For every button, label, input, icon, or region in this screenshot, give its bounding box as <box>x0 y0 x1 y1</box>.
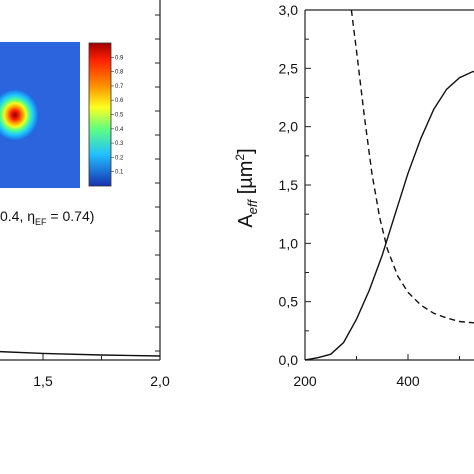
inset-heatmap: 0.9 0.8 0.7 0.6 0.5 0.4 0.3 0.2 0.1 <box>0 42 124 188</box>
right-y-tick-label: 2,5 <box>279 60 299 76</box>
right-plot: 0,0 0,5 1,0 1,5 2,0 2,5 3,0 200 400 Aeff [µm2] <box>233 2 474 389</box>
right-y-tick-label: 0,5 <box>279 294 299 310</box>
right-y-tick-label: 2,0 <box>279 119 299 135</box>
left-plot: 1,5 2,0 0.9 0.8 0.7 0.6 0.5 0.4 0.3 0.2 0.1 0.4, … <box>0 0 170 389</box>
left-annotation: 0.4, ηEF = 0.74) <box>0 208 94 227</box>
colorbar-tick-label: 0.3 <box>115 141 124 147</box>
right-x-ticks: 200 400 <box>293 354 460 389</box>
left-axis-ticks <box>155 14 160 352</box>
right-y-axis-label: Aeff [µm2] <box>233 148 260 227</box>
left-x-ticks: 1,5 2,0 <box>33 354 170 389</box>
right-y-tick-label: 0,0 <box>279 352 299 368</box>
left-series-line <box>0 350 161 357</box>
right-series-solid <box>304 70 474 361</box>
colorbar-labels: 0.9 0.8 0.7 0.6 0.5 0.4 0.3 0.2 0.1 <box>111 55 124 176</box>
right-y-tick-label: 1,0 <box>279 235 299 251</box>
colorbar-tick-label: 0.5 <box>115 113 124 119</box>
right-y-tick-label: 3,0 <box>279 2 299 18</box>
right-y-tick-label: 1,5 <box>279 177 299 193</box>
mode-spot <box>0 89 39 141</box>
right-y-ticks: 0,0 0,5 1,0 1,5 2,0 2,5 3,0 <box>279 2 311 368</box>
colorbar-tick-label: 0.1 <box>115 170 124 176</box>
colorbar-tick-label: 0.6 <box>115 98 124 104</box>
left-x-tick-label: 2,0 <box>150 373 170 389</box>
colorbar-tick-label: 0.7 <box>115 84 124 90</box>
colorbar-tick-label: 0.9 <box>115 55 124 61</box>
right-x-tick-label: 200 <box>293 373 317 389</box>
colorbar-tick-label: 0.8 <box>115 70 124 76</box>
right-series-dashed <box>350 9 474 324</box>
colorbar <box>88 42 112 187</box>
right-x-tick-label: 400 <box>396 373 420 389</box>
colorbar-tick-label: 0.4 <box>115 127 124 133</box>
left-x-tick-label: 1,5 <box>33 373 53 389</box>
colorbar-tick-label: 0.2 <box>115 155 124 161</box>
